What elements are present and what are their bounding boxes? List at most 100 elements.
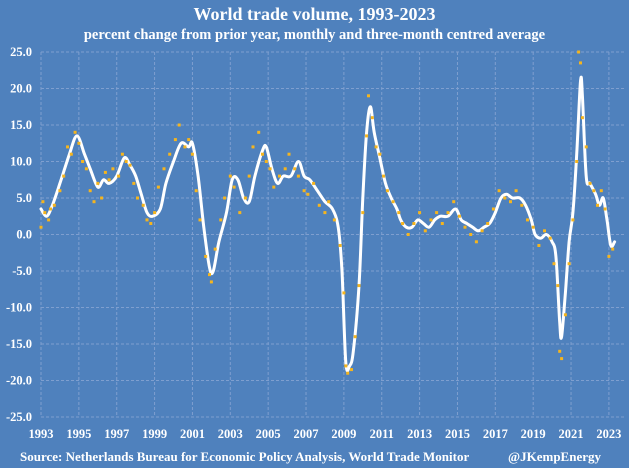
monthly-point	[66, 145, 69, 149]
monthly-point	[111, 167, 115, 171]
monthly-point	[577, 50, 581, 54]
monthly-point	[264, 160, 268, 163]
monthly-point	[406, 233, 410, 236]
monthly-point	[194, 189, 198, 193]
monthly-point	[611, 247, 615, 251]
monthly-point	[560, 357, 564, 361]
monthly-point	[327, 200, 331, 204]
monthly-point	[81, 160, 85, 163]
monthly-point	[367, 94, 370, 98]
monthly-point	[353, 335, 357, 339]
monthly-point	[338, 244, 342, 247]
x-tick-label: 2007	[294, 427, 319, 441]
monthly-point	[592, 189, 596, 193]
monthly-point	[486, 222, 490, 225]
monthly-point	[596, 203, 599, 207]
monthly-point	[374, 145, 378, 149]
credit-handle: @JKempEnergy	[508, 449, 601, 464]
monthly-point	[412, 222, 416, 225]
monthly-point	[187, 138, 191, 142]
monthly-point	[446, 211, 450, 215]
x-tick-label: 1999	[142, 427, 167, 441]
monthly-point	[520, 203, 524, 207]
y-tick-label: 0.0	[16, 228, 32, 242]
monthly-point	[52, 203, 56, 207]
monthly-point	[77, 141, 81, 145]
monthly-point	[603, 207, 607, 211]
monthly-point	[378, 152, 382, 156]
monthly-point	[243, 196, 247, 200]
monthly-point	[575, 160, 579, 163]
monthly-point	[268, 167, 272, 171]
monthly-point	[346, 371, 350, 375]
monthly-point	[509, 200, 512, 204]
monthly-point	[47, 218, 51, 222]
monthly-point	[141, 203, 145, 207]
monthly-point	[567, 262, 571, 266]
monthly-point	[361, 211, 365, 215]
y-tick-label: 10.0	[10, 155, 32, 169]
monthly-point	[153, 211, 157, 215]
monthly-point	[391, 200, 395, 204]
monthly-point	[156, 185, 160, 189]
monthly-point	[563, 313, 567, 317]
monthly-point	[370, 116, 374, 120]
monthly-point	[323, 211, 327, 215]
monthly-point	[223, 196, 227, 200]
monthly-point	[120, 152, 124, 156]
monthly-point	[213, 247, 217, 251]
monthly-point	[503, 196, 507, 200]
y-tick-label: -5.0	[12, 264, 32, 278]
monthly-point	[580, 116, 584, 120]
monthly-point	[357, 284, 361, 288]
x-tick-label: 2011	[370, 427, 394, 441]
monthly-point	[548, 236, 552, 240]
monthly-point	[238, 211, 242, 215]
monthly-point	[397, 211, 401, 215]
monthly-point	[251, 145, 255, 149]
monthly-point	[526, 218, 529, 222]
monthly-point	[62, 174, 66, 178]
monthly-point	[132, 181, 136, 185]
monthly-point	[198, 218, 202, 222]
monthly-point	[584, 145, 588, 149]
monthly-point	[332, 218, 336, 222]
monthly-point	[88, 189, 92, 193]
monthly-point	[100, 196, 104, 200]
monthly-point	[306, 192, 310, 196]
x-tick-label: 2003	[218, 427, 243, 441]
monthly-point	[469, 233, 473, 236]
monthly-point	[435, 211, 439, 215]
x-tick-label: 2001	[180, 427, 205, 441]
x-axis-ticks: 1993 1995 1997 1999 2001 2003 2005 2007 2009 2011…	[29, 427, 622, 441]
monthly-point	[173, 138, 177, 142]
monthly-point	[73, 130, 77, 134]
monthly-point	[103, 170, 107, 174]
monthly-point	[552, 262, 556, 266]
monthly-point	[278, 174, 281, 178]
monthly-point	[558, 349, 562, 353]
monthly-point	[350, 368, 353, 372]
chart-title: World trade volume, 1993-2023	[193, 4, 436, 24]
source-note: Source: Netherlands Bureau for Economic …	[20, 449, 470, 464]
x-tick-label: 1997	[104, 427, 129, 441]
monthly-point	[208, 273, 211, 277]
monthly-point	[204, 254, 208, 258]
monthly-point	[128, 163, 132, 167]
monthly-point	[41, 200, 45, 204]
x-tick-label: 2009	[331, 427, 356, 441]
monthly-point	[317, 203, 321, 207]
monthly-point	[84, 167, 88, 171]
monthly-point	[232, 185, 236, 189]
gridlines	[40, 51, 625, 418]
monthly-point	[162, 167, 166, 171]
monthly-point	[272, 185, 276, 189]
monthly-point	[497, 189, 501, 193]
series-monthly	[39, 50, 615, 375]
y-axis-ticks: 25.0 20.0 15.0 10.0 5.0 0.0 -5.0 -10.0 -15.0 -20.…	[6, 45, 32, 424]
monthly-point	[228, 174, 232, 178]
monthly-point	[491, 207, 495, 211]
monthly-point	[401, 222, 405, 225]
y-tick-label: -10.0	[6, 301, 32, 315]
monthly-point	[463, 225, 467, 229]
